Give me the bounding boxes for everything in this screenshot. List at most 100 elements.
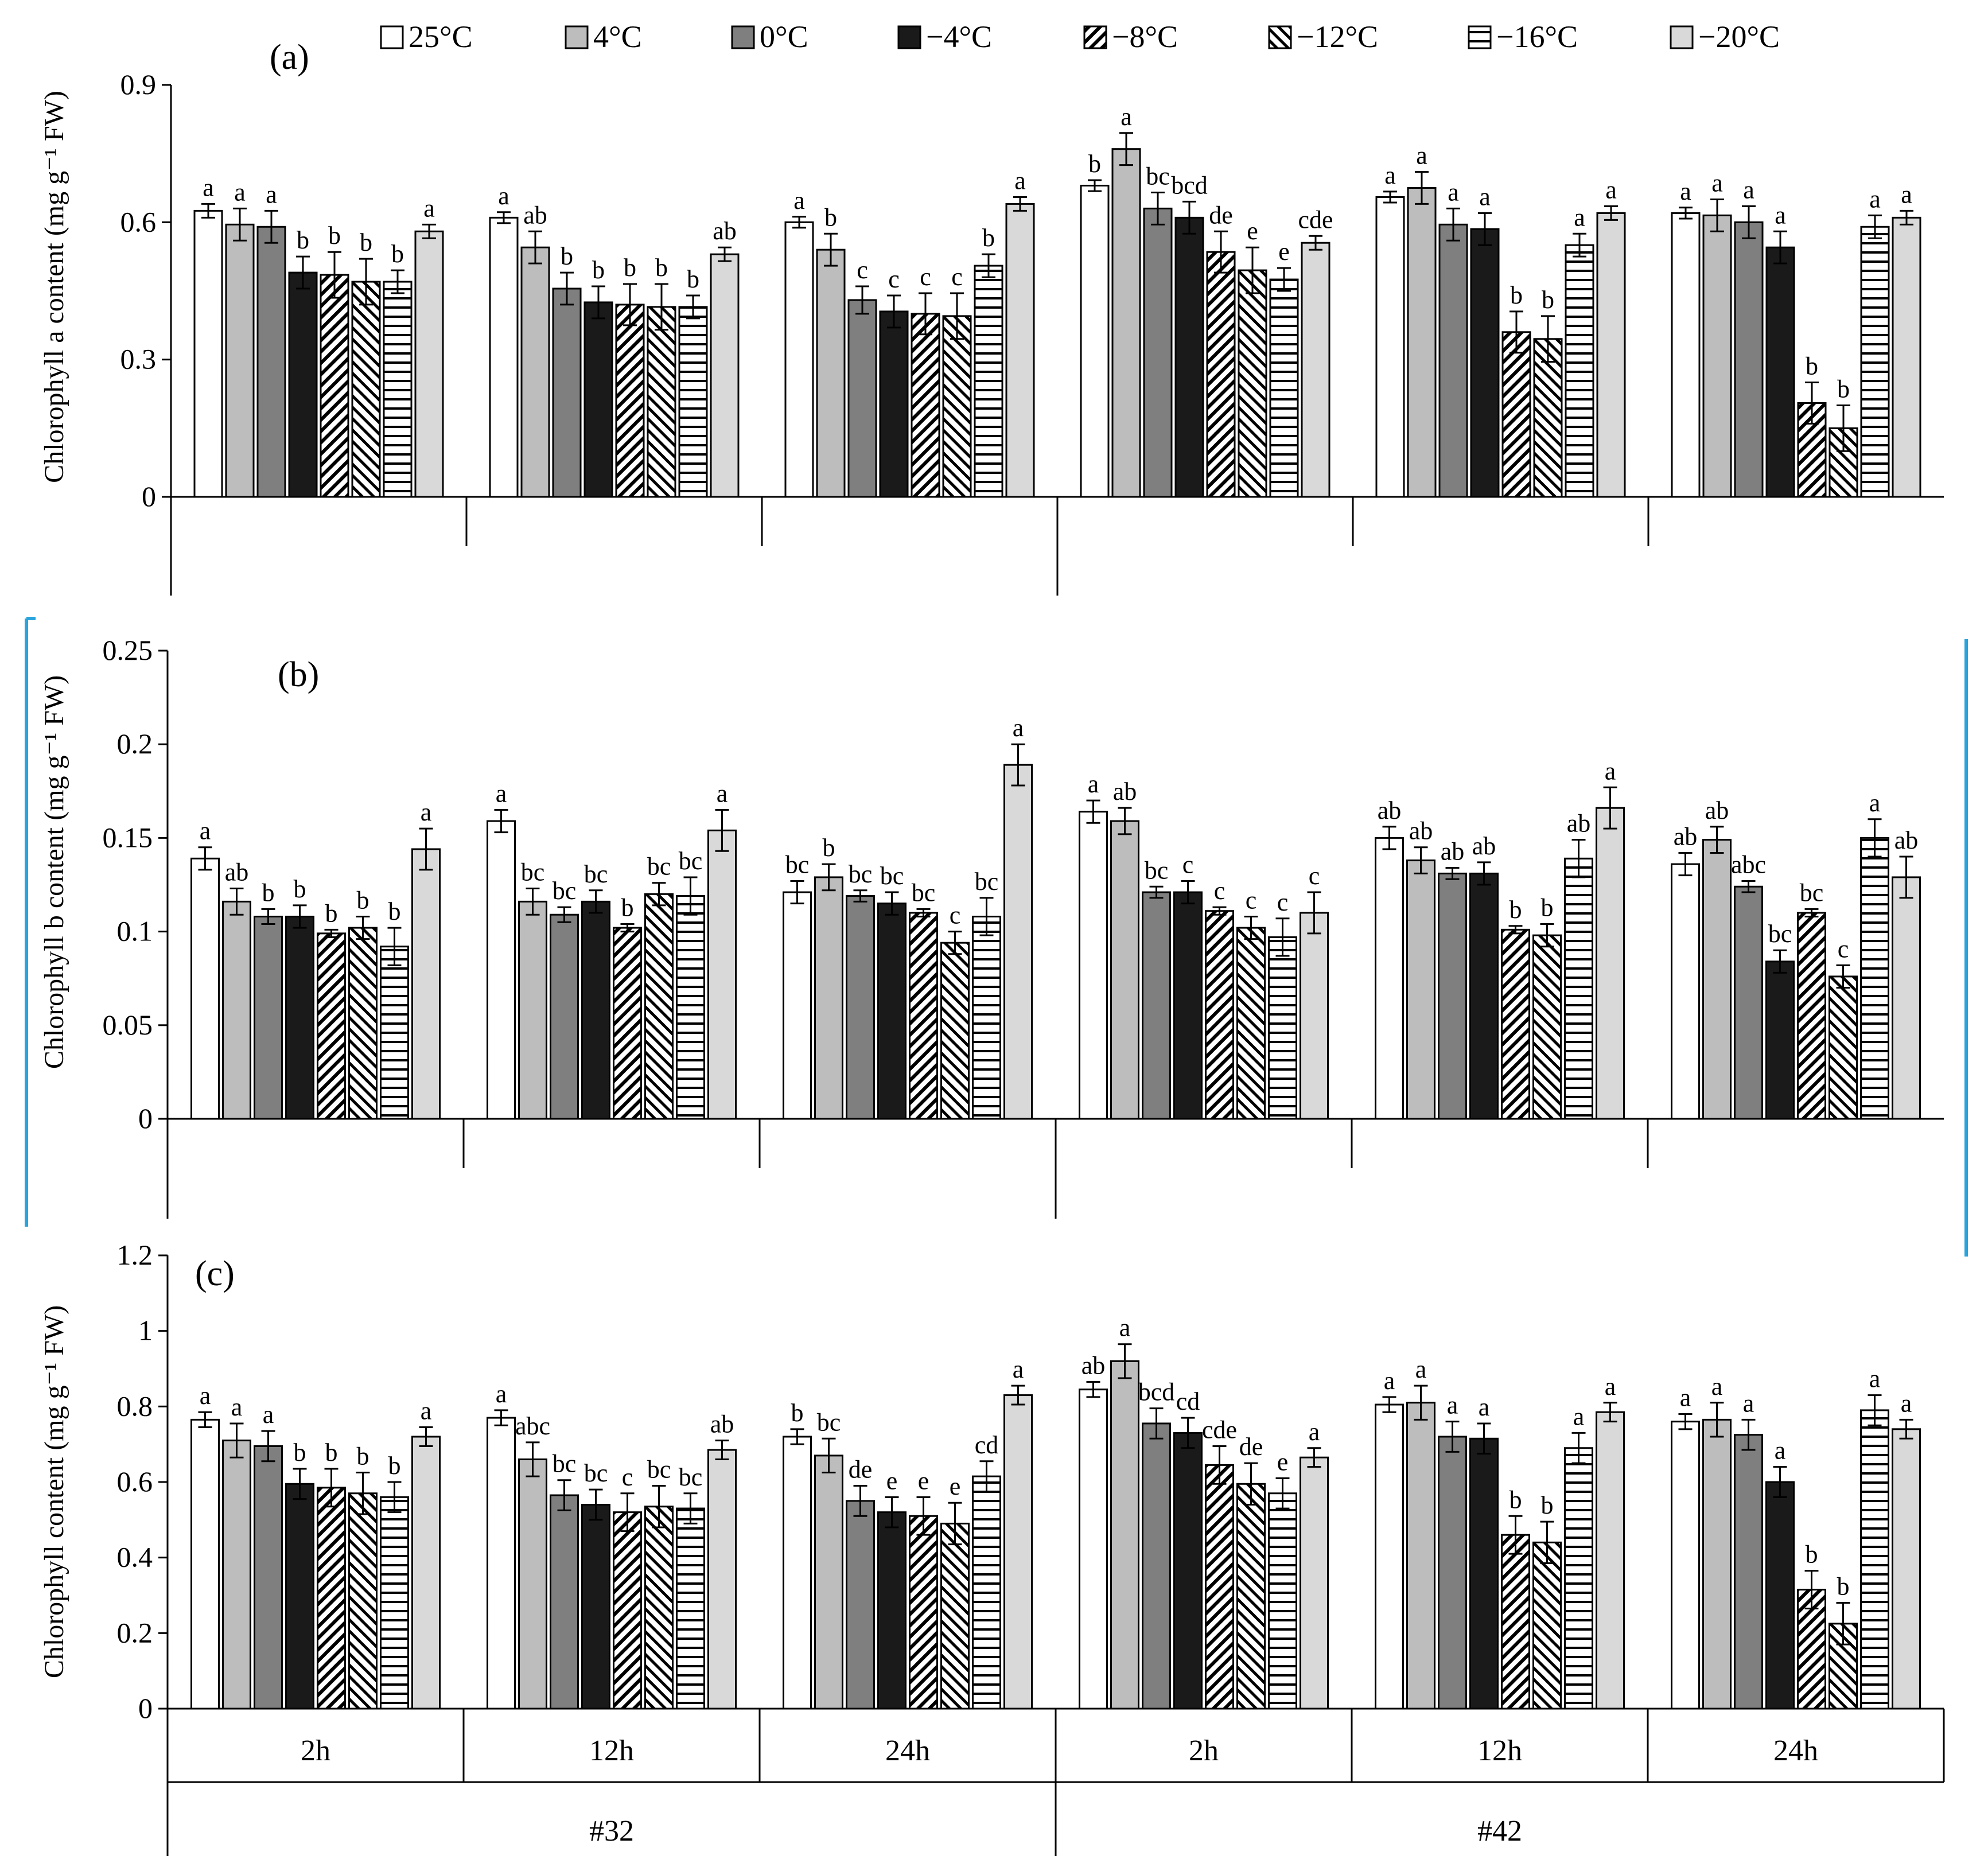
significance-letter: b bbox=[1837, 1573, 1850, 1601]
significance-letter: b bbox=[357, 1442, 369, 1471]
x-category-label: 2h bbox=[301, 1734, 330, 1767]
significance-letter: a bbox=[1384, 1367, 1395, 1395]
bar bbox=[1596, 1411, 1625, 1710]
significance-letter: cd bbox=[975, 1431, 999, 1459]
bar bbox=[1438, 223, 1468, 498]
legend-swatch bbox=[1268, 25, 1292, 49]
significance-letter: a bbox=[1711, 169, 1723, 197]
significance-letter: bc bbox=[647, 1456, 671, 1484]
bar bbox=[877, 1511, 907, 1710]
significance-letter: cd bbox=[1176, 1387, 1200, 1415]
significance-letter: b bbox=[325, 899, 338, 927]
significance-letter: ab bbox=[1567, 810, 1591, 838]
significance-letter: de bbox=[1239, 1433, 1263, 1461]
panel-label: (a) bbox=[270, 38, 309, 77]
significance-letter: a bbox=[496, 779, 507, 807]
significance-letter: ab bbox=[713, 217, 737, 245]
significance-letter: b bbox=[655, 254, 668, 282]
significance-letter: b bbox=[1542, 286, 1554, 314]
legend-label: −12°C bbox=[1297, 20, 1378, 54]
legend-item: −20°C bbox=[1670, 20, 1780, 54]
legend-label: −16°C bbox=[1496, 20, 1578, 54]
significance-letter: ab bbox=[1472, 832, 1496, 860]
significance-letter: bcd bbox=[1171, 171, 1208, 199]
bar bbox=[414, 230, 444, 498]
bar bbox=[1300, 912, 1329, 1120]
significance-letter: a bbox=[1605, 757, 1616, 785]
bar bbox=[380, 1496, 409, 1710]
bar bbox=[676, 1507, 705, 1710]
bar bbox=[254, 915, 283, 1120]
significance-letter: bc bbox=[584, 1459, 608, 1487]
bar bbox=[351, 281, 381, 498]
significance-letter: ab bbox=[710, 1410, 734, 1438]
legend-swatch bbox=[1083, 25, 1107, 49]
bar bbox=[877, 903, 907, 1120]
bar bbox=[707, 829, 737, 1120]
significance-letter: bc bbox=[647, 853, 671, 881]
significance-letter: a bbox=[1869, 185, 1881, 213]
y-axis-label: Chlorophyll b content (mg g⁻¹ FW) bbox=[39, 675, 69, 1069]
significance-letter: e bbox=[950, 1472, 961, 1500]
y-tick-label: 0.1 bbox=[117, 915, 153, 947]
bar bbox=[1174, 216, 1204, 498]
bar bbox=[1406, 859, 1435, 1120]
panel-b-frame bbox=[25, 617, 1968, 1257]
bar bbox=[1205, 1464, 1234, 1710]
y-tick-label: 0.25 bbox=[103, 634, 153, 666]
significance-letter: c bbox=[1182, 850, 1194, 878]
y-tick-label: 0.6 bbox=[117, 1465, 153, 1498]
significance-letter: a bbox=[1775, 201, 1786, 229]
significance-letter: a bbox=[496, 1380, 507, 1408]
series-3: bbc ecd aa bbox=[285, 1387, 1795, 1710]
significance-letter: e bbox=[1277, 1448, 1289, 1476]
bar bbox=[552, 287, 582, 498]
significance-letter: ab bbox=[1894, 826, 1919, 854]
bar bbox=[678, 306, 708, 498]
x-group-label: #42 bbox=[1477, 1815, 1522, 1847]
significance-letter: b bbox=[1806, 1541, 1818, 1569]
bar bbox=[1501, 331, 1531, 498]
bar bbox=[317, 1487, 346, 1710]
significance-letter: bc bbox=[1145, 856, 1169, 884]
legend-label: 25°C bbox=[409, 20, 473, 54]
bar bbox=[1470, 228, 1500, 498]
panel-c-total-chlorophyll: (c) Chlorophyll content (mg g⁻¹ FW) 0 0.2 0.… bbox=[39, 1239, 1945, 1856]
bar bbox=[644, 1506, 674, 1710]
significance-letter: b bbox=[791, 1399, 804, 1427]
y-tick-label: 0.3 bbox=[120, 343, 157, 375]
bar bbox=[383, 281, 413, 498]
y-tick-label: 0.2 bbox=[117, 728, 153, 760]
y-tick-label: 1.2 bbox=[117, 1239, 153, 1271]
significance-letter: ab bbox=[1441, 838, 1465, 866]
significance-letter: b bbox=[360, 228, 372, 256]
legend-swatch bbox=[731, 25, 755, 49]
significance-letter: bc bbox=[1768, 920, 1792, 948]
significance-letter: a bbox=[1309, 1418, 1320, 1446]
significance-letter: a bbox=[1088, 770, 1099, 798]
significance-letter: c bbox=[920, 263, 931, 291]
significance-letter: ab bbox=[1378, 796, 1402, 824]
bar bbox=[847, 299, 877, 498]
bar bbox=[1671, 863, 1700, 1120]
y-tick-label: 0.4 bbox=[117, 1541, 153, 1573]
bar bbox=[1238, 269, 1267, 498]
bar bbox=[1564, 857, 1593, 1120]
bar bbox=[1375, 837, 1404, 1120]
significance-letter: b bbox=[1837, 375, 1850, 403]
bar bbox=[1469, 1437, 1499, 1710]
significance-letter: b bbox=[687, 265, 699, 293]
bar bbox=[1142, 891, 1171, 1120]
legend-label: −4°C bbox=[926, 20, 992, 54]
x-category-label: 12h bbox=[1477, 1734, 1522, 1767]
significance-letter: b bbox=[824, 203, 837, 231]
significance-letter: a bbox=[1121, 103, 1132, 131]
bar bbox=[348, 1492, 378, 1710]
